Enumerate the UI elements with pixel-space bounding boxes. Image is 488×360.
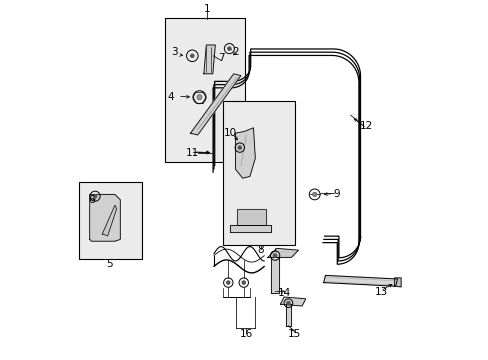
Circle shape	[242, 281, 245, 284]
Text: 9: 9	[332, 189, 339, 199]
Polygon shape	[271, 257, 278, 293]
Polygon shape	[203, 45, 215, 74]
Text: 4: 4	[167, 92, 174, 102]
Circle shape	[197, 95, 202, 100]
Text: 15: 15	[288, 329, 301, 339]
Circle shape	[286, 301, 289, 305]
Text: 10: 10	[223, 128, 236, 138]
Polygon shape	[102, 205, 117, 236]
Circle shape	[273, 254, 276, 257]
Circle shape	[312, 192, 316, 197]
Circle shape	[227, 47, 231, 50]
Polygon shape	[190, 74, 241, 135]
Text: 12: 12	[360, 121, 373, 131]
Circle shape	[93, 194, 97, 198]
Text: 11: 11	[185, 148, 199, 158]
Polygon shape	[280, 297, 305, 306]
Polygon shape	[235, 128, 255, 178]
Polygon shape	[267, 248, 298, 257]
Text: 7: 7	[217, 53, 224, 63]
Text: 5: 5	[106, 258, 113, 269]
Text: 3: 3	[171, 47, 177, 57]
Polygon shape	[89, 194, 120, 241]
Text: 8: 8	[257, 245, 264, 255]
Text: 6: 6	[88, 195, 95, 205]
Bar	[79, 182, 142, 259]
Bar	[165, 18, 244, 162]
Polygon shape	[285, 304, 291, 326]
Bar	[223, 101, 294, 245]
Polygon shape	[237, 209, 265, 225]
Polygon shape	[323, 275, 397, 286]
Circle shape	[238, 146, 241, 149]
Text: 16: 16	[239, 329, 252, 339]
Text: 2: 2	[232, 47, 238, 57]
Text: 14: 14	[277, 288, 290, 298]
Polygon shape	[394, 278, 400, 287]
Text: 13: 13	[374, 287, 387, 297]
Polygon shape	[230, 225, 271, 232]
Circle shape	[190, 54, 194, 58]
Circle shape	[226, 281, 230, 284]
Text: 1: 1	[203, 4, 209, 14]
